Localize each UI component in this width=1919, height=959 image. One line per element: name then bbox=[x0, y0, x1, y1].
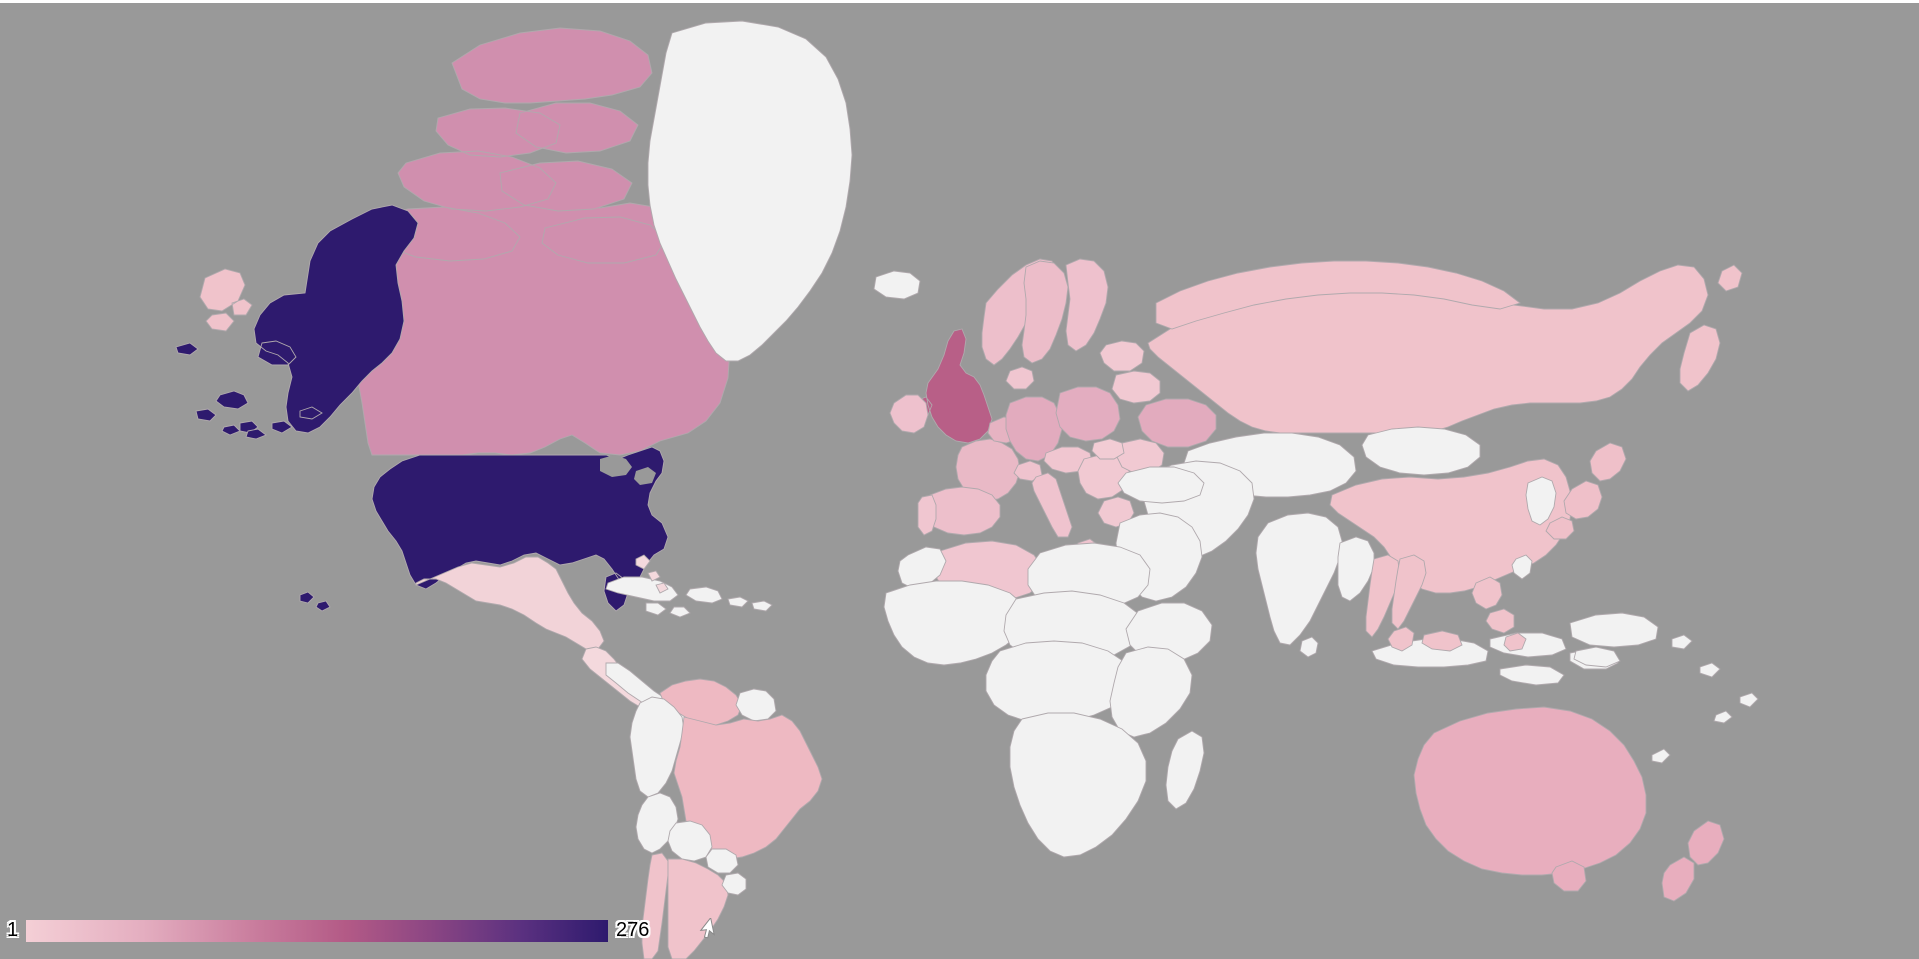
region-tasmania[interactable] bbox=[1552, 861, 1586, 891]
region-bahamas[interactable] bbox=[636, 555, 668, 593]
region-philippines[interactable] bbox=[1472, 577, 1526, 651]
region-portugal[interactable] bbox=[918, 495, 936, 535]
region-papua-new-guinea[interactable] bbox=[1570, 613, 1658, 667]
region-denmark[interactable] bbox=[1006, 367, 1034, 389]
region-west-africa[interactable] bbox=[884, 581, 1026, 665]
world-map-svg[interactable] bbox=[0, 3, 1919, 959]
region-poland[interactable] bbox=[1056, 387, 1120, 441]
mouse-pointer-icon bbox=[699, 918, 715, 939]
map-canvas[interactable]: 1 bbox=[0, 3, 1919, 959]
region-caribbean[interactable] bbox=[606, 577, 772, 617]
region-brazil[interactable] bbox=[674, 715, 822, 859]
region-kamchatka[interactable] bbox=[1680, 265, 1742, 391]
region-taiwan[interactable] bbox=[1512, 555, 1532, 579]
region-myanmar-bangladesh[interactable] bbox=[1338, 537, 1374, 601]
region-malaysia[interactable] bbox=[1388, 627, 1462, 651]
region-china[interactable] bbox=[1330, 459, 1572, 593]
region-japan[interactable] bbox=[1546, 443, 1626, 539]
region-ukraine[interactable] bbox=[1138, 399, 1216, 447]
region-colombia[interactable] bbox=[630, 697, 684, 797]
region-bolivia[interactable] bbox=[668, 821, 712, 861]
region-india[interactable] bbox=[1256, 513, 1342, 645]
region-russia-north-coast[interactable] bbox=[1156, 261, 1520, 329]
region-sri-lanka[interactable] bbox=[1300, 637, 1318, 657]
great-lakes bbox=[600, 455, 656, 485]
region-uruguay[interactable] bbox=[722, 873, 746, 895]
region-new-zealand[interactable] bbox=[1662, 821, 1724, 901]
region-hungary[interactable] bbox=[1092, 439, 1124, 459]
region-belarus[interactable] bbox=[1112, 371, 1160, 403]
region-korea[interactable] bbox=[1526, 477, 1556, 525]
region-finland[interactable] bbox=[1066, 259, 1108, 351]
region-aleutians[interactable] bbox=[222, 407, 322, 439]
region-guyanas[interactable] bbox=[736, 689, 776, 721]
top-white-strip bbox=[0, 0, 1919, 3]
region-vietnam-laos-cambodia[interactable] bbox=[1392, 555, 1426, 629]
region-east-africa[interactable] bbox=[1110, 647, 1192, 737]
region-mongolia[interactable] bbox=[1362, 427, 1480, 475]
region-central-africa[interactable] bbox=[986, 641, 1132, 723]
region-baltics[interactable] bbox=[1100, 341, 1144, 371]
region-alaska[interactable] bbox=[176, 205, 418, 433]
region-hawaii[interactable] bbox=[300, 592, 330, 611]
region-southern-africa[interactable] bbox=[1010, 713, 1146, 857]
region-greenland[interactable] bbox=[648, 21, 852, 361]
region-ireland[interactable] bbox=[890, 395, 928, 433]
region-canada-arctic[interactable] bbox=[370, 28, 666, 263]
region-turkey[interactable] bbox=[1118, 467, 1204, 503]
region-peru[interactable] bbox=[636, 793, 678, 853]
region-australia[interactable] bbox=[1414, 707, 1646, 875]
region-sweden[interactable] bbox=[1022, 261, 1068, 363]
region-pacific-islands[interactable] bbox=[1672, 635, 1758, 723]
region-mexico[interactable] bbox=[416, 557, 604, 649]
region-paraguay[interactable] bbox=[706, 849, 738, 873]
region-russia-chukotka-west[interactable] bbox=[200, 269, 252, 331]
region-new-caledonia[interactable] bbox=[1652, 749, 1670, 763]
region-iceland[interactable] bbox=[874, 271, 920, 299]
region-madagascar[interactable] bbox=[1166, 731, 1204, 809]
